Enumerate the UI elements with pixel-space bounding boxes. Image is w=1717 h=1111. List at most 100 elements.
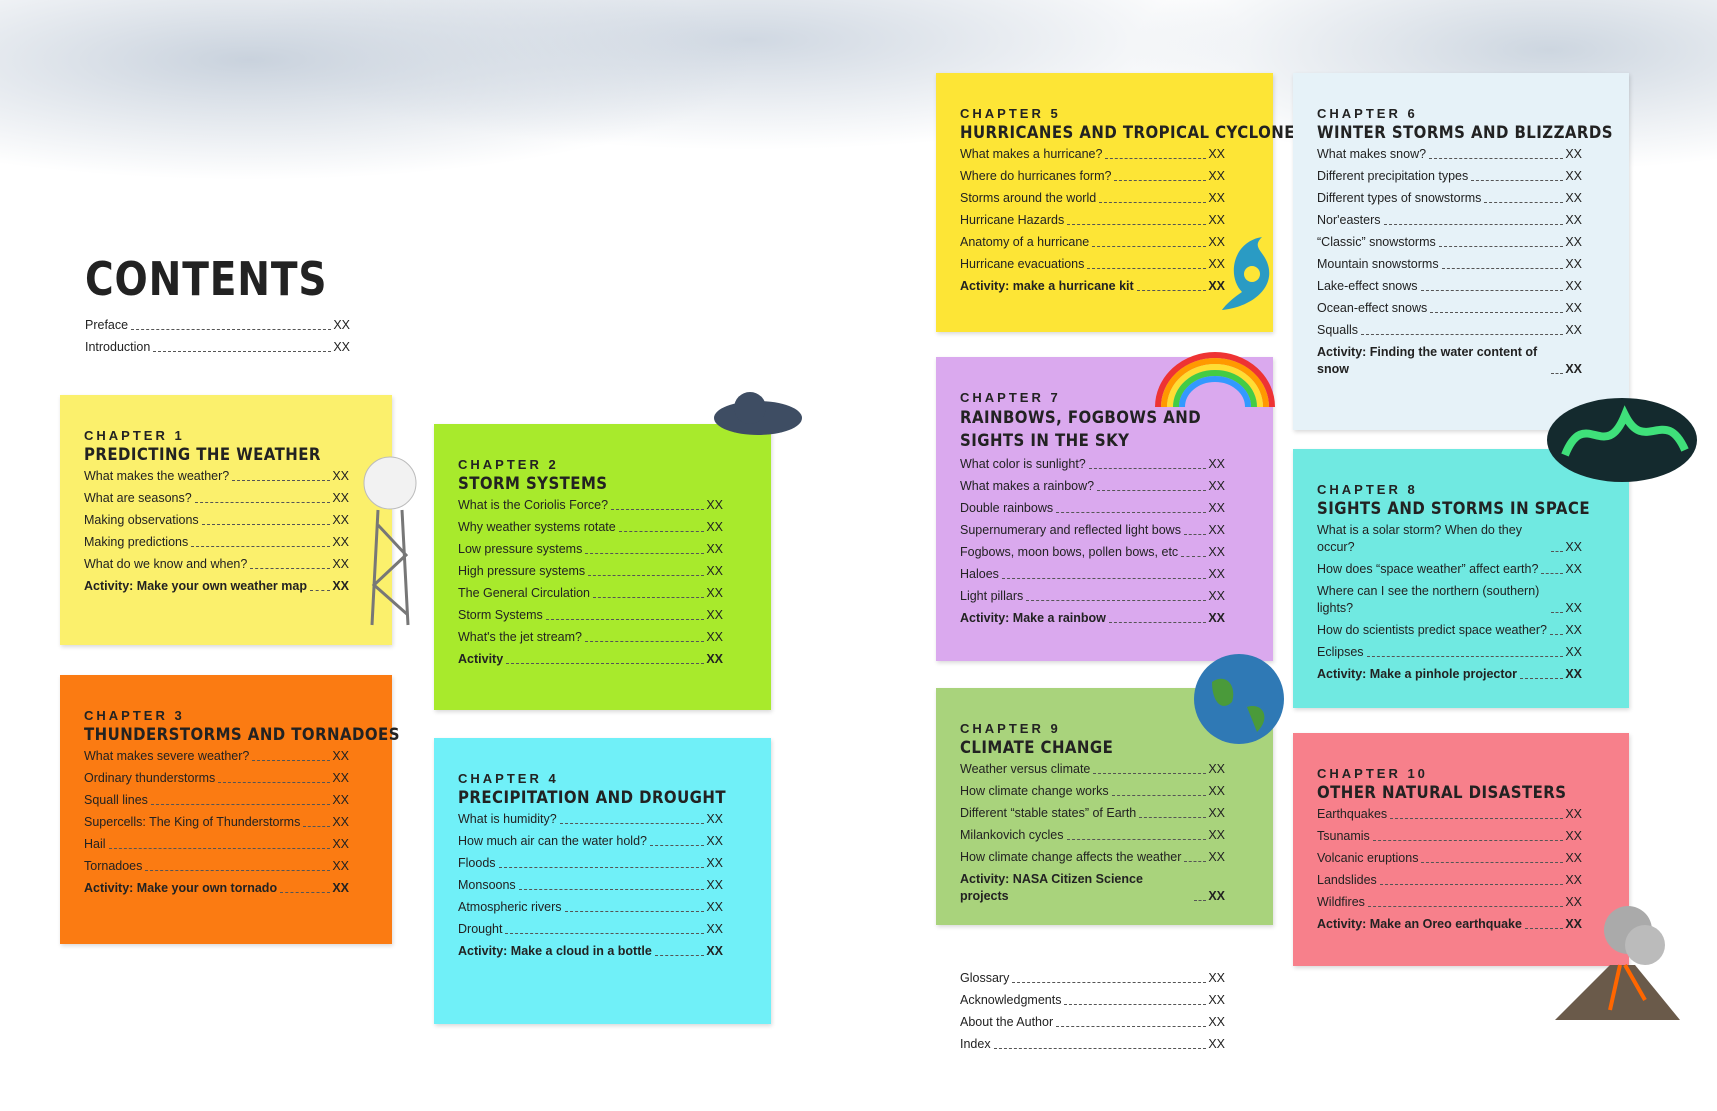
page-number: XX [1565,873,1582,887]
entry-label: Making observations [84,513,199,527]
page-number: XX [706,900,723,914]
toc-entry: Ordinary thunderstorms XX [84,770,349,787]
toc-entry: What color is sunlight? XX [960,456,1225,473]
toc-entry: What do we know and when? XX [84,556,349,573]
entry-label: Hurricane Hazards [960,213,1065,227]
page-number: XX [1208,257,1225,271]
toc-entry: What makes severe weather? XX [84,748,349,765]
entry-label: Why weather systems rotate [458,520,616,534]
toc-entry: What is the Coriolis Force? XX [458,497,723,514]
toc-entry: How climate change affects the weather XX [960,849,1225,866]
leader-line [1108,622,1207,623]
toc-entry: Light pillars XX [960,588,1225,605]
entry-label: Fogbows, moon bows, pollen bows, etc [960,545,1179,559]
entry-label: Tornadoes [84,859,143,873]
entry-label: Different precipitation types [1317,169,1469,183]
toc-entry: Nor'easters XX [1317,212,1582,229]
toc-entry: Haloes XX [960,566,1225,583]
page-number: XX [706,630,723,644]
page-number: XX [332,837,349,851]
leader-line [1551,612,1564,613]
entry-label: Milankovich cycles [960,828,1064,842]
page-number: XX [706,856,723,870]
page-number: XX [1208,191,1225,205]
page-number: XX [1208,971,1225,985]
leader-line [1471,180,1564,181]
page-number: XX [706,944,723,958]
entry-label: Nor'easters [1317,213,1381,227]
leader-line [218,782,331,783]
page-number: XX [1208,762,1225,776]
chapter-title: CLIMATE CHANGE [960,738,1114,758]
page-number: XX [1565,191,1582,205]
toc-entry: Where do hurricanes form? XX [960,168,1225,185]
page-number: XX [1565,851,1582,865]
leader-line [654,955,705,956]
page-number: XX [1208,235,1225,249]
toc-entry: Activity: Make your own weather map XX [84,578,349,595]
leader-line [1001,578,1207,579]
toc-entry: Making predictions XX [84,534,349,551]
page-number: XX [1565,279,1582,293]
page-number: XX [706,878,723,892]
entry-label: The General Circulation [458,586,591,600]
entry-label: What makes a hurricane? [960,147,1103,161]
aurora-icon [1547,398,1697,482]
leader-line [1183,534,1207,535]
chapter-box: CHAPTER 2 STORM SYSTEMS What is the Coriol… [434,424,771,710]
page-number: XX [1208,567,1225,581]
entry-label: Landslides [1317,873,1377,887]
toc-entry: Where can I see the northern (southern) … [1317,583,1582,617]
chapter-title: PRECIPITATION AND DROUGHT [458,788,726,808]
toc-entry: What's the jet stream? XX [458,629,723,646]
leader-line [498,867,705,868]
entry-label: Storm Systems [458,608,543,622]
entry-label: Mountain snowstorms [1317,257,1439,271]
entry-label: “Classic” snowstorms [1317,235,1436,249]
toc-entry: Hail XX [84,836,349,853]
leader-line [1097,490,1207,491]
leader-line [1429,158,1564,159]
page-number: XX [1208,850,1225,864]
leader-line [191,546,331,547]
chapter-title: THUNDERSTORMS AND TORNADOES [84,725,400,745]
leader-line [1194,900,1207,901]
chapter-box: CHAPTER 5 HURRICANES AND TROPICAL CYCLONE… [936,73,1306,332]
entry-label: Lake-effect snows [1317,279,1418,293]
leader-line [1420,290,1564,291]
leader-line [1366,656,1564,657]
toc-entry: Different precipitation types XX [1317,168,1582,185]
page-number: XX [1208,611,1225,625]
leader-line [1099,202,1207,203]
page-number: XX [1565,895,1582,909]
entry-label: Index [960,1037,991,1051]
storm-cloud-icon [714,392,802,435]
leader-line [1520,678,1564,679]
page-number: XX [1208,169,1225,183]
entry-label: What color is sunlight? [960,457,1086,471]
entry-label: Drought [458,922,503,936]
toc-entry: Double rainbows XX [960,500,1225,517]
page-number: XX [1208,784,1225,798]
toc-entry: Fogbows, moon bows, pollen bows, etc XX [960,544,1225,561]
entry-label: Making predictions [84,535,189,549]
page-number: XX [1208,1037,1225,1051]
page-number: XX [706,564,723,578]
weather-station-icon [363,456,417,626]
entry-label: Activity: Make a cloud in a bottle [458,944,652,958]
entry-label: Activity: Finding the water content of s… [1317,345,1538,376]
page-number: XX [1208,993,1225,1007]
entry-label: Glossary [960,971,1010,985]
leader-line [1549,634,1564,635]
toc-entry: Milankovich cycles XX [960,827,1225,844]
entry-label: Storms around the world [960,191,1097,205]
leader-line [588,575,705,576]
chapter-number: CHAPTER 1 [84,428,185,443]
page-number: XX [332,749,349,763]
earth-icon [1194,654,1284,744]
toc-entry: Earthquakes XX [1317,806,1582,823]
leader-line [131,329,332,330]
leader-line [150,804,331,805]
toc-entry: Activity: Make a rainbow XX [960,610,1225,627]
leader-line [585,553,705,554]
